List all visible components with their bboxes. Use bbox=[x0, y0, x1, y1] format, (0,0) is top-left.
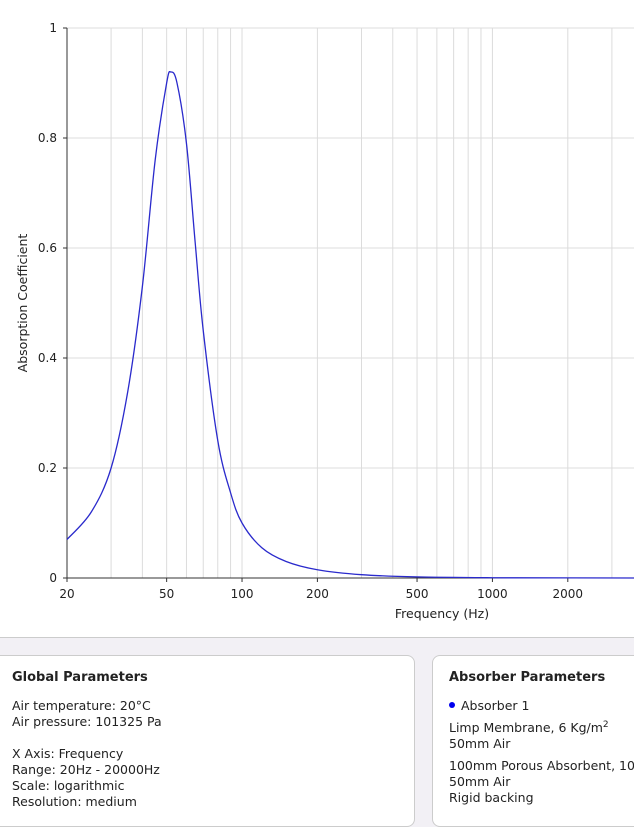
x-axis-label: Frequency (Hz) bbox=[395, 606, 489, 621]
global-parameters-title: Global Parameters bbox=[12, 670, 148, 685]
y-tick-label: 0.4 bbox=[38, 351, 57, 365]
chart-panel: 0 0.2 0.4 0.6 0.8 1 20 50 100 200 500 1000 2000 Frequ… bbox=[0, 0, 634, 638]
x-tick-label: 20 bbox=[59, 587, 74, 601]
x-tick-label: 2000 bbox=[553, 587, 584, 601]
absorption-curve bbox=[66, 70, 634, 579]
layer-membrane: Limp Membrane, 6 Kg/m2 bbox=[449, 719, 609, 735]
series-dot-icon bbox=[449, 702, 455, 708]
x-tick-label: 200 bbox=[306, 587, 329, 601]
resolution: Resolution: medium bbox=[12, 794, 137, 809]
x-range: Range: 20Hz - 20000Hz bbox=[12, 762, 160, 777]
x-tick-label: 1000 bbox=[477, 587, 508, 601]
absorber-name: Absorber 1 bbox=[461, 698, 530, 713]
y-axis-label: Absorption Coefficient bbox=[15, 234, 30, 373]
layer-air-2: 50mm Air bbox=[449, 774, 511, 789]
x-tick-label: 100 bbox=[231, 587, 254, 601]
air-temperature: Air temperature: 20°C bbox=[12, 698, 151, 713]
absorption-chart: 0 0.2 0.4 0.6 0.8 1 20 50 100 200 500 1000 2000 Frequ… bbox=[15, 21, 634, 621]
air-pressure: Air pressure: 101325 Pa bbox=[12, 714, 162, 729]
y-tick-label: 1 bbox=[49, 21, 57, 35]
y-tick-label: 0.2 bbox=[38, 461, 57, 475]
y-tick-label: 0 bbox=[49, 571, 57, 585]
x-scale: Scale: logarithmic bbox=[12, 778, 125, 793]
absorber-legend-item[interactable]: Absorber 1 bbox=[449, 698, 634, 714]
layer-air-1: 50mm Air bbox=[449, 736, 511, 751]
global-parameters-panel: Global Parameters Air temperature: 20°C … bbox=[0, 655, 415, 827]
x-tick-label: 500 bbox=[406, 587, 429, 601]
x-tick-label: 50 bbox=[159, 587, 174, 601]
y-tick-label: 0.8 bbox=[38, 131, 57, 145]
y-tick-label: 0.6 bbox=[38, 241, 57, 255]
layer-porous: 100mm Porous Absorbent, 10000 bbox=[449, 758, 634, 773]
absorber-parameters-title: Absorber Parameters bbox=[449, 670, 606, 685]
x-axis-type: X Axis: Frequency bbox=[12, 746, 124, 761]
absorber-parameters-panel: Absorber Parameters Absorber 1 Limp Memb… bbox=[432, 655, 634, 827]
layer-backing: Rigid backing bbox=[449, 790, 534, 805]
